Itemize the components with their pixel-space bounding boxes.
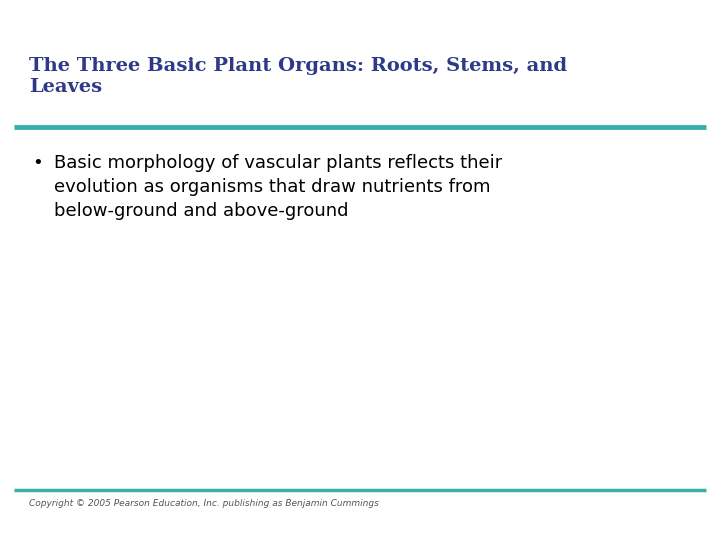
- Text: Copyright © 2005 Pearson Education, Inc. publishing as Benjamin Cummings: Copyright © 2005 Pearson Education, Inc.…: [29, 500, 379, 509]
- Text: The Three Basic Plant Organs: Roots, Stems, and
Leaves: The Three Basic Plant Organs: Roots, Ste…: [29, 57, 567, 96]
- Text: Basic morphology of vascular plants reflects their
evolution as organisms that d: Basic morphology of vascular plants refl…: [54, 154, 503, 220]
- Text: •: •: [32, 154, 43, 172]
